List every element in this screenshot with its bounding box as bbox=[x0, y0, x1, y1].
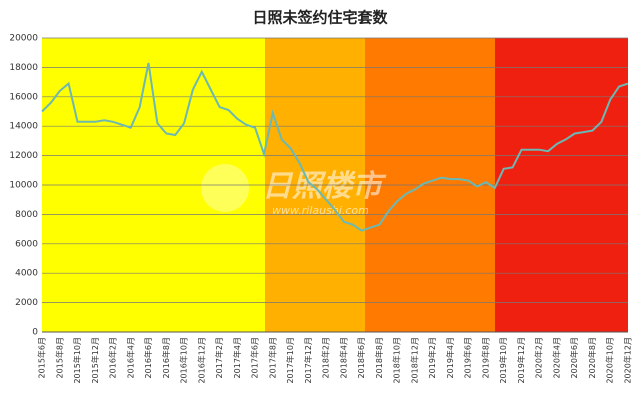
x-tick-label: 2019年10月 bbox=[498, 337, 508, 384]
x-tick-label: 2018年8月 bbox=[374, 337, 384, 378]
x-tick-label: 2020年10月 bbox=[605, 337, 615, 384]
x-tick-label: 2017年12月 bbox=[303, 337, 313, 384]
x-tick-label: 2019年6月 bbox=[463, 337, 473, 378]
line bbox=[41, 62, 629, 232]
x-tick-label: 2018年2月 bbox=[321, 337, 331, 378]
y-tick-label: 10000 bbox=[9, 181, 38, 191]
x-tick-label: 2018年4月 bbox=[338, 337, 348, 378]
x-tick-label: 2016年4月 bbox=[125, 337, 135, 378]
x-tick-label: 2018年6月 bbox=[356, 337, 366, 378]
x-tick-label: 2018年10月 bbox=[392, 337, 402, 384]
x-tick-label: 2019年12月 bbox=[516, 337, 526, 384]
x-tick-label: 2020年6月 bbox=[569, 337, 579, 378]
x-tick-label: 2020年8月 bbox=[587, 337, 597, 378]
x-tick-label: 2020年4月 bbox=[551, 337, 561, 378]
y-tick-label: 14000 bbox=[9, 122, 38, 132]
x-tick-label: 2017年10月 bbox=[285, 337, 295, 384]
x-tick-label: 2016年6月 bbox=[143, 337, 153, 378]
x-tick-label: 2017年6月 bbox=[250, 337, 260, 378]
y-tick-label: 12000 bbox=[9, 151, 38, 161]
y-tick-label: 6000 bbox=[15, 239, 38, 249]
x-tick-label: 2016年8月 bbox=[161, 337, 171, 378]
x-tick-label: 2015年6月 bbox=[37, 337, 47, 378]
watermark-url: www.rilaushi.com bbox=[272, 204, 369, 217]
y-tick-label: 16000 bbox=[9, 92, 38, 102]
y-tick-label: 8000 bbox=[15, 210, 38, 220]
x-tick-label: 2017年2月 bbox=[214, 337, 224, 378]
x-tick-label: 2015年10月 bbox=[72, 337, 82, 384]
chart-title: 日照未签约住宅套数 bbox=[252, 9, 388, 27]
x-tick-label: 2019年2月 bbox=[427, 337, 437, 378]
x-tick-label: 2015年8月 bbox=[54, 337, 64, 378]
y-tick-label: 18000 bbox=[9, 63, 38, 73]
x-tick-label: 2018年12月 bbox=[409, 337, 419, 384]
x-tick-label: 2017年8月 bbox=[267, 337, 277, 378]
x-tick-label: 2016年12月 bbox=[196, 337, 206, 384]
y-tick-label: 2000 bbox=[15, 298, 38, 308]
x-tick-label: 2020年2月 bbox=[534, 337, 544, 378]
x-tick-label: 2017年4月 bbox=[232, 337, 242, 378]
y-tick-label: 4000 bbox=[15, 269, 38, 279]
x-tick-label: 2015年12月 bbox=[90, 337, 100, 384]
y-tick-label: 0 bbox=[32, 328, 38, 338]
watermark-logo bbox=[201, 164, 249, 212]
x-tick-label: 2019年4月 bbox=[445, 337, 455, 378]
y-tick-label: 20000 bbox=[9, 34, 38, 44]
x-tick-label: 2020年12月 bbox=[623, 337, 633, 384]
x-tick-label: 2016年2月 bbox=[108, 337, 118, 378]
x-tick-label: 2016年10月 bbox=[179, 337, 189, 384]
x-tick-label: 2019年8月 bbox=[480, 337, 490, 378]
